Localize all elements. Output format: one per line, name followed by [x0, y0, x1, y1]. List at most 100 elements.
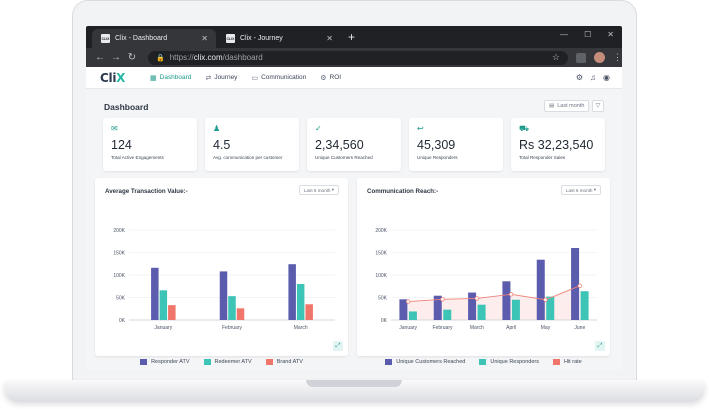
- x-tick-label: March: [294, 325, 308, 331]
- new-tab-button[interactable]: +: [348, 30, 356, 44]
- url-domain: clix.com: [193, 53, 223, 62]
- legend-swatch: [479, 359, 487, 365]
- nav-item-roi[interactable]: ⚙ ROI: [320, 74, 341, 82]
- bar: [236, 308, 245, 320]
- x-tick-label: February: [432, 325, 453, 331]
- bar: [443, 309, 452, 320]
- x-tick-label: January: [154, 325, 172, 331]
- nav-label: Communication: [261, 74, 307, 81]
- x-tick-label: January: [399, 325, 417, 331]
- bar: [305, 304, 313, 320]
- bar: [159, 290, 168, 320]
- legend-item[interactable]: Brand ATV: [265, 359, 303, 365]
- bar: [536, 259, 545, 320]
- bar: [546, 296, 555, 320]
- bar: [468, 292, 477, 320]
- legend-label: Unique Customers Reached: [396, 359, 466, 365]
- chart-range-dropdown[interactable]: Last 6 month ▾: [561, 185, 601, 195]
- legend-swatch: [385, 359, 393, 365]
- legend-item[interactable]: Unique Responders: [479, 359, 539, 365]
- legend-swatch: [140, 359, 148, 365]
- chart-range-dropdown[interactable]: Last 6 month ▾: [299, 185, 339, 195]
- bar: [288, 264, 296, 320]
- nav-item-communication[interactable]: ▭ Communication: [251, 74, 306, 82]
- y-tick-label: 0K: [119, 318, 126, 324]
- legend-label: Responder ATV: [151, 359, 190, 365]
- legend-swatch: [552, 359, 560, 365]
- logo-text: Cli: [100, 70, 117, 85]
- kpi-label: Avg. communication per customer: [213, 155, 283, 160]
- kpi-label: Unique Customers Reached: [315, 155, 373, 160]
- legend-item[interactable]: Unique Customers Reached: [385, 359, 465, 365]
- nav-label: ROI: [329, 74, 342, 81]
- hit-rate-point: [440, 297, 445, 302]
- kpi-label: Total Active Engagements: [111, 155, 164, 160]
- x-tick-label: February: [222, 325, 243, 331]
- expand-icon[interactable]: ⤢: [595, 341, 605, 351]
- kpi-card-responder-sales: ⛟ Rs 32,23,540 Total Responder Sales: [511, 118, 605, 171]
- browser-tab-dashboard[interactable]: CLIX Clix - Dashboard ✕: [92, 29, 216, 48]
- chart-legend: Unique Customers Reached Unique Responder…: [357, 359, 610, 365]
- kpi-value: 4.5: [213, 138, 231, 152]
- browser-tab-journey[interactable]: CLIX Clix - Journey ✕: [217, 29, 341, 48]
- profile-avatar[interactable]: [594, 52, 605, 63]
- hit-rate-point: [474, 296, 480, 301]
- hit-rate-point: [405, 299, 411, 304]
- nav-label: Dashboard: [159, 74, 192, 81]
- date-filter-dropdown[interactable]: ▤ Last month: [544, 100, 589, 112]
- user-profile-icon[interactable]: ◉: [603, 73, 610, 82]
- browser-menu-icon[interactable]: ⋮: [613, 52, 622, 62]
- chart-legend: Responder ATV Redeemer ATV Brand ATV: [95, 359, 348, 365]
- nav-label: Journey: [214, 74, 238, 81]
- back-arrow-icon[interactable]: ←: [95, 52, 105, 63]
- forward-arrow-icon[interactable]: →: [111, 52, 121, 63]
- bar: [433, 295, 442, 320]
- nav-item-journey[interactable]: ⇄ Journey: [205, 74, 237, 82]
- kpi-value: 124: [111, 138, 132, 152]
- bar: [511, 299, 520, 320]
- x-tick-label: April: [506, 325, 516, 331]
- notification-bell-icon[interactable]: ♫: [590, 73, 597, 82]
- legend-item[interactable]: Hit rate: [552, 359, 582, 365]
- x-tick-label: May: [541, 325, 551, 331]
- expand-icon[interactable]: ⤢: [333, 341, 343, 351]
- user-check-icon: ✓: [315, 124, 322, 133]
- legend-item[interactable]: Responder ATV: [140, 359, 190, 365]
- chart-card-avg-transaction-value: Average Transaction Value:- Last 6 month…: [95, 178, 348, 365]
- kpi-value: 45,309: [417, 138, 456, 152]
- laptop-base: [4, 380, 705, 402]
- clix-logo[interactable]: CliX: [100, 71, 136, 85]
- bar: [151, 267, 159, 320]
- app-navbar: CliX ▦ Dashboard ⇄ Journey ▭ Communicati…: [86, 67, 622, 89]
- window-close-icon[interactable]: ✕: [607, 30, 614, 39]
- clix-favicon-icon: CLIX: [226, 34, 235, 43]
- minimize-icon[interactable]: —: [560, 30, 569, 39]
- bar-line-chart: 200K 150K 100K 50K 0K January February March Apr…: [375, 228, 597, 331]
- bookmark-star-icon[interactable]: ☆: [551, 52, 560, 62]
- grid-icon: ▦: [150, 74, 157, 82]
- hit-rate-point: [543, 297, 548, 302]
- x-tick-label: June: [574, 325, 585, 331]
- settings-gear-icon[interactable]: ⚙: [575, 73, 584, 82]
- y-tick-label: 150K: [113, 251, 125, 257]
- extension-icon[interactable]: [576, 52, 586, 63]
- legend-item[interactable]: Redeemer ATV: [203, 359, 252, 365]
- maximize-icon[interactable]: ☐: [584, 30, 592, 39]
- nav-item-dashboard[interactable]: ▦ Dashboard: [150, 74, 191, 82]
- bar: [408, 311, 417, 320]
- y-tick-label: 0K: [381, 318, 388, 324]
- url-scheme: https://: [169, 53, 194, 62]
- bar: [219, 271, 228, 320]
- kpi-label: Unique Responders: [417, 155, 458, 160]
- address-bar[interactable]: 🔒 https:// clix.com /dashboard ☆: [148, 50, 568, 65]
- chat-icon: ▭: [251, 74, 259, 82]
- close-icon[interactable]: ✕: [326, 34, 333, 43]
- tab-title: Clix - Journey: [240, 35, 283, 42]
- bar: [168, 305, 176, 320]
- header-actions: ⚙ ♫ ◉: [576, 73, 610, 82]
- filter-funnel-icon[interactable]: ▽: [592, 100, 604, 112]
- user-reply-icon: ↩: [417, 124, 424, 133]
- bar: [228, 296, 236, 320]
- close-icon[interactable]: ✕: [201, 34, 208, 43]
- reload-icon[interactable]: ↻: [127, 52, 137, 63]
